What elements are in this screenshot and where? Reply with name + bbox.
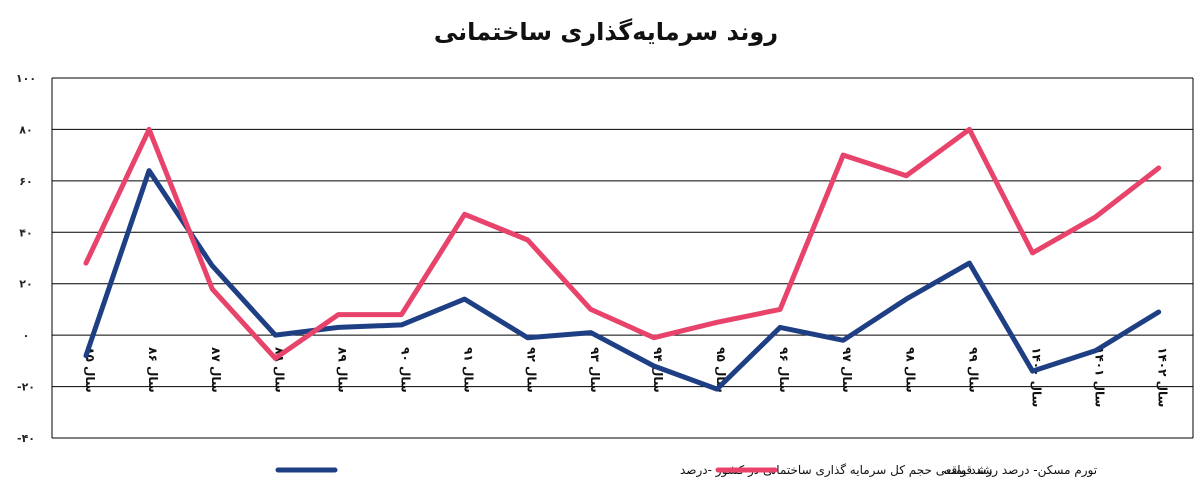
y-tick-label: ۰ (23, 329, 30, 342)
x-tick-label: سال ۹۲ (525, 347, 539, 393)
x-tick-label: سال ۹۸ (903, 347, 917, 393)
x-tick-label: سال ۱۴۰۲ (1156, 347, 1170, 407)
x-tick-label: سال ۹۹ (966, 347, 980, 393)
gridlines (52, 77, 1193, 439)
y-tick-label: ۶۰ (19, 175, 32, 188)
y-tick-label: ۸۰ (19, 123, 32, 136)
x-tick-label: سال ۸۹ (335, 347, 349, 393)
legend-label-2: تورم مسکن- درصد رشد قیمت (944, 463, 1097, 478)
x-tick-label: سال ۸۵ (83, 347, 97, 393)
axes (51, 78, 1194, 438)
legend-label-1: رشد واقعی حجم کل سرمایه گذاری ساختمانی د… (680, 463, 993, 478)
x-tick-label: سال ۹۶ (777, 347, 791, 393)
x-tick-label: سال ۹۱ (462, 347, 476, 393)
legend: رشد واقعی حجم کل سرمایه گذاری ساختمانی د… (275, 463, 1097, 478)
y-tick-label: -۴۰ (17, 432, 35, 445)
series-line-1 (83, 168, 1162, 392)
series-line-2 (83, 126, 1162, 361)
x-tick-label: سال ۱۴۰۰ (1030, 347, 1044, 407)
x-tick-label: سال ۹۳ (588, 347, 602, 393)
x-tick-label: سال ۹۰ (399, 347, 413, 393)
y-tick-label: ۲۰ (19, 278, 32, 291)
y-tick-label: ۱۰۰ (16, 72, 36, 85)
y-tick-label: -۲۰ (17, 381, 35, 394)
series-lines (83, 126, 1162, 392)
x-tick-label: سال ۹۷ (840, 347, 854, 393)
y-tick-labels: ۱۰۰ ۸۰ ۶۰ ۴۰ ۲۰ ۰ -۲۰ -۴۰ (16, 72, 36, 445)
chart-title: روند سرمایه‌گذاری ساختمانی (434, 18, 778, 46)
x-tick-label: سال ۱۴۰۱ (1093, 347, 1107, 407)
x-tick-label: سال ۸۷ (209, 347, 223, 393)
x-tick-label: سال ۸۶ (146, 347, 160, 393)
y-tick-label: ۴۰ (19, 226, 32, 239)
